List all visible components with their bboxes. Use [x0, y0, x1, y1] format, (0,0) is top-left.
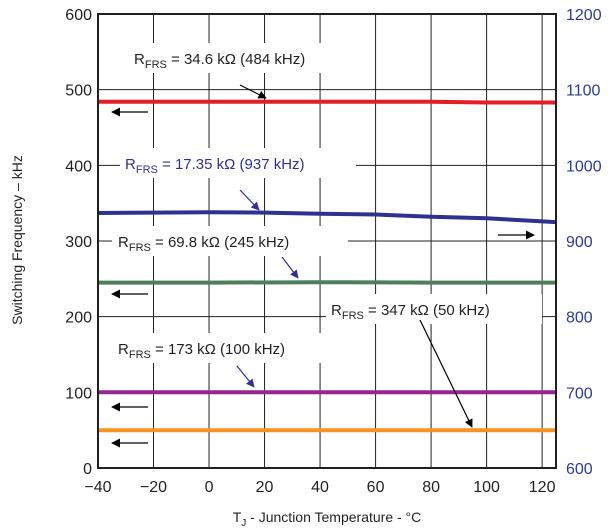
y2-tick-label: 600 — [566, 461, 593, 478]
x-tick-label: 0 — [205, 479, 214, 496]
y-tick-label: 500 — [65, 83, 92, 100]
x-tick-label: 60 — [367, 479, 385, 496]
series-group — [97, 99, 557, 433]
pointer-arrow-937 — [239, 189, 260, 211]
annotation-937: RFRS = 17.35 kΩ (937 kHz) — [125, 156, 305, 176]
annotation-bg-100 — [112, 333, 338, 363]
x-tick-label: 100 — [473, 479, 500, 496]
y-tick-label: 0 — [83, 461, 92, 478]
annotation-50: RFRS = 347 kΩ (50 kHz) — [331, 302, 490, 322]
x-tick-label: −40 — [84, 479, 111, 496]
x-tick-label: −20 — [140, 479, 167, 496]
annotation-bg-484 — [128, 43, 356, 73]
pointer-arrow-50 — [419, 319, 473, 428]
series-line — [98, 99, 556, 105]
annotation-bg-937 — [120, 148, 356, 178]
pointer-arrow-245 — [281, 256, 299, 279]
x-tick-label: 40 — [311, 479, 329, 496]
y2-tick-label: 1000 — [566, 158, 602, 175]
x-axis-title: TJ - Junction Temperature - °C — [233, 509, 422, 529]
y-tick-label: 100 — [65, 385, 92, 402]
y-axis-title: Switching Frequency – kHz — [9, 155, 25, 325]
y2-tick-label: 700 — [566, 385, 593, 402]
annotation-245: RFRS = 69.8 kΩ (245 kHz) — [118, 234, 289, 254]
x-tick-label: 80 — [422, 479, 440, 496]
y-tick-label: 400 — [65, 158, 92, 175]
plot-frame — [97, 13, 557, 469]
y-tick-label: 600 — [65, 7, 92, 24]
x-tick-label: 120 — [529, 479, 556, 496]
series-line — [97, 210, 557, 225]
y2-tick-label: 800 — [566, 310, 593, 327]
pointer-arrow-100 — [236, 365, 255, 388]
pointer-arrow-484 — [239, 84, 267, 99]
annotation-484: RFRS = 34.6 kΩ (484 kHz) — [134, 51, 305, 71]
annotation-bg-245 — [112, 226, 348, 256]
x-tick-label: 20 — [256, 479, 274, 496]
y-tick-label: 200 — [65, 310, 92, 327]
y2-tick-label: 1100 — [566, 83, 601, 100]
annotation-bg-50 — [326, 294, 542, 324]
tick-labels: −40 −20 0 20 40 60 80 100 1200100200300400500600… — [65, 7, 601, 496]
annotation-100: RFRS = 173 kΩ (100 kHz) — [118, 341, 285, 361]
y2-tick-label: 900 — [566, 234, 593, 251]
y-tick-label: 300 — [65, 234, 92, 251]
y2-tick-label: 1200 — [566, 7, 602, 24]
